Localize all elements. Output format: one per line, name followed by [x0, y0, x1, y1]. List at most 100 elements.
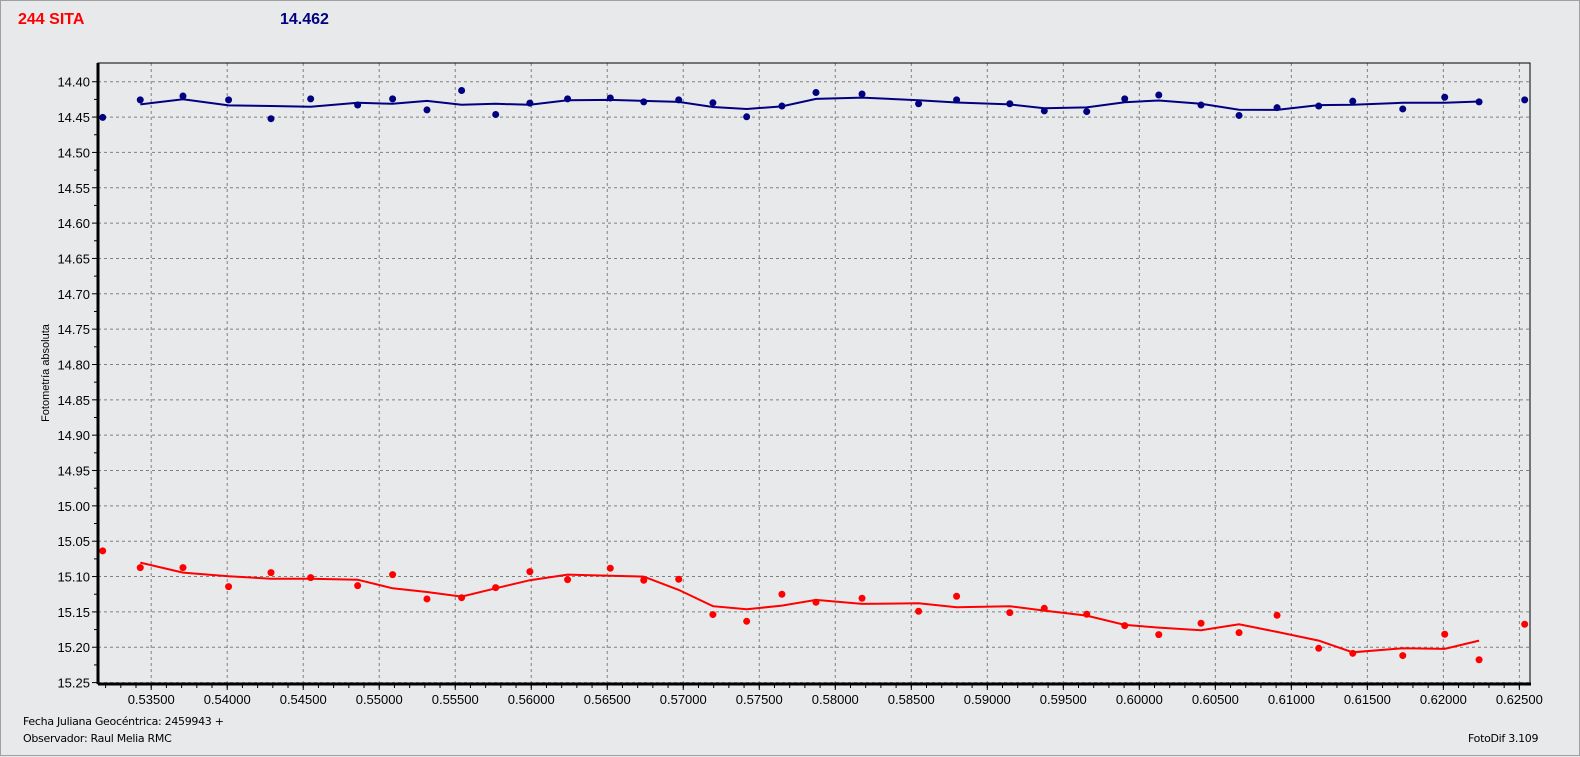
data-point — [675, 575, 683, 583]
data-point — [492, 584, 500, 592]
data-point — [267, 115, 275, 123]
data-point — [1083, 108, 1091, 116]
data-point — [1197, 619, 1205, 627]
data-point — [1121, 622, 1129, 630]
data-point — [136, 96, 144, 104]
data-point — [267, 569, 275, 577]
data-point — [1315, 644, 1323, 652]
data-point — [1441, 93, 1449, 101]
data-point — [1273, 611, 1281, 619]
data-point — [812, 598, 820, 606]
data-point — [1040, 107, 1048, 115]
data-point — [915, 607, 923, 615]
data-point — [423, 595, 431, 603]
data-point — [389, 571, 397, 579]
y-tick-label: 15.05 — [57, 534, 90, 549]
x-tick-label: 0.60500 — [1192, 692, 1239, 707]
data-point — [915, 100, 923, 108]
y-tick-label: 14.65 — [57, 251, 90, 266]
x-tick-label: 0.58500 — [888, 692, 935, 707]
y-tick-label: 14.90 — [57, 428, 90, 443]
data-point — [858, 90, 866, 98]
data-point — [1006, 100, 1014, 108]
data-point — [1155, 91, 1163, 99]
y-tick-label: 15.15 — [57, 605, 90, 620]
mean-magnitude: 14.462 — [280, 11, 329, 28]
data-point — [99, 113, 107, 121]
data-point — [526, 99, 534, 107]
data-point — [1040, 604, 1048, 612]
data-point — [136, 564, 144, 572]
y-tick-label: 15.25 — [57, 676, 90, 691]
data-point — [225, 583, 233, 591]
data-point — [1475, 656, 1483, 664]
x-tick-label: 0.59500 — [1040, 692, 1087, 707]
x-tick-label: 0.61000 — [1268, 692, 1315, 707]
y-tick-label: 14.80 — [57, 357, 90, 372]
x-tick-label: 0.58000 — [812, 692, 859, 707]
y-tick-label: 15.10 — [57, 570, 90, 585]
data-point — [1121, 95, 1129, 103]
data-point — [1197, 101, 1205, 109]
y-tick-label: 14.45 — [57, 110, 90, 125]
y-tick-label: 14.60 — [57, 216, 90, 231]
data-point — [709, 611, 717, 619]
data-point — [1399, 105, 1407, 113]
x-tick-label: 0.55000 — [356, 692, 403, 707]
y-tick-label: 15.00 — [57, 499, 90, 514]
x-tick-label: 0.54000 — [204, 692, 251, 707]
data-point — [564, 95, 572, 103]
observer-label: Observador: Raul Melia RMC — [23, 732, 172, 745]
data-point — [1475, 98, 1483, 106]
data-point — [640, 98, 648, 106]
x-tick-label: 0.62000 — [1420, 692, 1467, 707]
data-point — [1083, 610, 1091, 618]
data-point — [606, 94, 614, 102]
x-tick-label: 0.53500 — [128, 692, 175, 707]
x-tick-label: 0.56000 — [508, 692, 555, 707]
data-point — [307, 574, 315, 582]
data-point — [640, 576, 648, 584]
y-tick-label: 14.75 — [57, 322, 90, 337]
y-tick-label: 14.70 — [57, 287, 90, 302]
x-tick-label: 0.60000 — [1116, 692, 1163, 707]
x-tick-label: 0.62500 — [1496, 692, 1543, 707]
software-version: FotoDif 3.109 — [1468, 732, 1539, 745]
data-point — [1315, 102, 1323, 110]
y-axis-label: Fotometría absoluta — [40, 323, 52, 422]
data-point — [1235, 629, 1243, 637]
data-point — [1399, 652, 1407, 660]
data-point — [858, 594, 866, 602]
data-point — [564, 576, 572, 584]
data-point — [389, 95, 397, 103]
data-point — [953, 96, 961, 104]
data-point — [179, 92, 187, 100]
y-tick-label: 14.40 — [57, 75, 90, 90]
y-tick-label: 14.50 — [57, 145, 90, 160]
data-point — [1273, 104, 1281, 112]
data-point — [1006, 609, 1014, 617]
x-tick-label: 0.56500 — [584, 692, 631, 707]
object-title: 244 SITA — [18, 11, 85, 28]
x-tick-label: 0.59000 — [964, 692, 1011, 707]
data-point — [354, 582, 362, 590]
data-point — [675, 96, 683, 104]
data-point — [458, 86, 466, 94]
y-tick-label: 14.85 — [57, 393, 90, 408]
julian-date-label: Fecha Juliana Geocéntrica: 2459943 + — [23, 715, 224, 728]
data-point — [1521, 96, 1529, 104]
data-point — [354, 101, 362, 109]
data-point — [1155, 631, 1163, 639]
data-point — [743, 113, 751, 121]
data-point — [307, 95, 315, 103]
data-point — [458, 594, 466, 602]
x-tick-label: 0.57500 — [736, 692, 783, 707]
data-point — [606, 564, 614, 572]
data-point — [225, 96, 233, 104]
data-point — [1521, 620, 1529, 628]
data-point — [526, 568, 534, 576]
trend-line-1 — [140, 561, 1480, 654]
y-tick-label: 15.20 — [57, 640, 90, 655]
x-tick-label: 0.54500 — [280, 692, 327, 707]
